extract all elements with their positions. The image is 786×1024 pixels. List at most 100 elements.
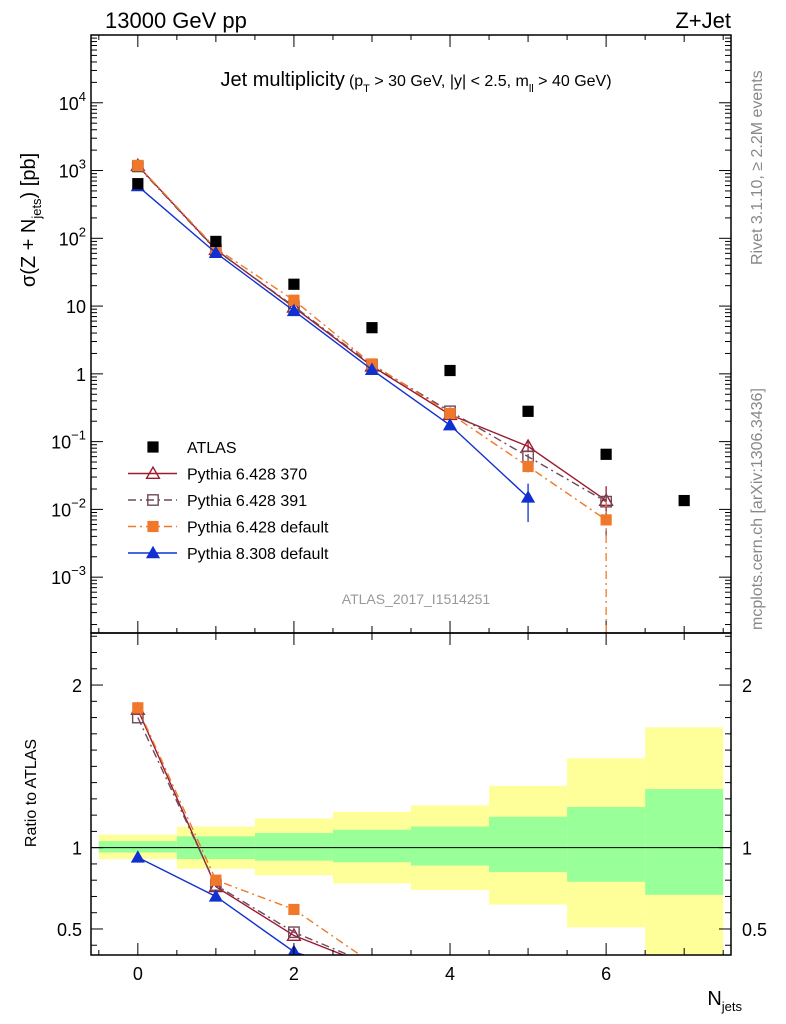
- main-data-point: [364, 362, 380, 375]
- main-title: Jet multiplicity (pT > 30 GeV, |y| < 2.5,…: [220, 69, 611, 95]
- title-cuts-close: > 40 GeV): [534, 73, 612, 90]
- ratio-data-point: [286, 927, 302, 941]
- main-y-tick-label: 1: [76, 365, 86, 385]
- main-plot-frame: [90, 34, 732, 634]
- main-data-point: [520, 490, 536, 503]
- main-data-point: [208, 245, 223, 259]
- title-cuts-pt-sub: T: [363, 83, 370, 95]
- ratio-inner-band: [645, 789, 724, 895]
- main-series-0: [132, 178, 690, 507]
- main-data-point: [288, 278, 300, 290]
- main-y-tick-label: 10−1: [51, 428, 86, 453]
- legend: ATLAS Pythia 6.428 370 Pythia 6.428 391 Pyt…: [128, 440, 329, 563]
- main-data-point: [600, 514, 612, 526]
- main-data-point: [522, 460, 534, 473]
- ratio-panel: 0.5 0.5 1 1 2 2 0 2 4 6 Ratio to ATLAS Njets: [23, 632, 767, 1014]
- legend-marker: [145, 545, 161, 559]
- ratio-data-point: [130, 850, 145, 863]
- ratio-bands: [98, 727, 724, 955]
- main-series-line: [137, 185, 529, 498]
- rivet-label: Rivet 3.1.10, ≥ 2.2M events: [749, 70, 766, 265]
- main-y-tick-label: 10: [66, 297, 86, 317]
- legend-marker: [145, 465, 161, 479]
- ratio-data-point: [208, 889, 223, 902]
- ratio-data-point: [210, 874, 222, 886]
- main-y-tick-base: 10: [51, 568, 71, 588]
- main-y-tick-base: 10: [51, 433, 71, 453]
- main-data-point: [444, 364, 456, 377]
- title-cuts-m-sub: ll: [529, 83, 534, 95]
- ratio-inner-band: [411, 826, 490, 866]
- main-data: [130, 157, 690, 633]
- main-data-point: [366, 322, 378, 334]
- ratio-y-tick-label-right: 0.5: [742, 920, 767, 940]
- legend-marker: [147, 494, 159, 506]
- ratio-inner-band: [254, 833, 333, 861]
- main-y-tick-exp: 3: [79, 157, 86, 172]
- main-ylabel-sub: jets: [29, 198, 44, 220]
- ratio-xlabel-sub: jets: [721, 999, 743, 1014]
- legend-label: ATLAS: [187, 440, 237, 457]
- main-ylabel-text: σ(Z + N: [18, 219, 40, 287]
- legend-entry: ATLAS: [147, 440, 237, 457]
- ratio-data-point: [288, 903, 300, 916]
- main-y-tick-base: 10: [59, 94, 79, 114]
- main-data-point: [132, 159, 144, 172]
- title-cuts-open: (p: [349, 73, 363, 90]
- main-data-point: [600, 448, 612, 460]
- main-y-tick-label: 104: [59, 89, 86, 114]
- analysis-label: ATLAS_2017_I1514251: [342, 591, 491, 607]
- ratio-data-point: [132, 702, 144, 714]
- main-data-point: [210, 235, 222, 248]
- header-energy-label: 13000 GeV pp: [105, 8, 247, 33]
- legend-marker: [147, 441, 159, 453]
- main-y-tick-base: 10: [59, 162, 79, 182]
- main-y-tick-base: 10: [51, 500, 71, 520]
- main-data-point: [444, 407, 456, 420]
- legend-entry: Pythia 8.308 default: [128, 545, 329, 563]
- ratio-series-line: [137, 856, 306, 955]
- ratio-ylabel: Ratio to ATLAS: [23, 739, 40, 847]
- legend-entry: Pythia 6.428 default: [128, 520, 329, 537]
- header-process-label: Z+Jet: [675, 8, 731, 33]
- main-y-tick-exp: −1: [71, 428, 86, 443]
- ratio-inner-band: [98, 841, 177, 853]
- ratio-series-line: [137, 717, 351, 955]
- main-title-text: Jet multiplicity: [220, 69, 344, 91]
- ratio-inner-band: [332, 829, 411, 863]
- main-y-tick-label: 10−2: [51, 495, 86, 520]
- main-y-tick-exp: −2: [71, 495, 86, 510]
- ratio-y-tick-label-right: 1: [742, 839, 752, 859]
- ratio-series-3: [130, 850, 306, 955]
- ratio-x-tick-label: 0: [133, 964, 143, 984]
- main-series-1: [130, 157, 614, 513]
- ratio-y-tick-label: 2: [72, 676, 82, 696]
- main-y-tick-base: 10: [66, 297, 86, 317]
- main-y-tick-label: 102: [59, 224, 86, 249]
- legend-entry: Pythia 6.428 391: [128, 493, 307, 510]
- ratio-x-tick-label: 2: [289, 964, 299, 984]
- main-data-point: [522, 405, 534, 417]
- main-y-tick-base: 1: [76, 365, 86, 385]
- main-ylabel-tail: ) [pb]: [18, 153, 40, 199]
- ratio-data-point: [288, 926, 300, 939]
- main-y-tick-exp: 4: [79, 89, 86, 104]
- ratio-plot-frame: [90, 632, 732, 956]
- main-y-tick-label: 10−3: [51, 563, 86, 588]
- ratio-y-tick-label: 0.5: [57, 920, 82, 940]
- title-cuts-mid: > 30 GeV, |y| < 2.5, m: [370, 73, 529, 90]
- ratio-y-tick-label-right: 2: [742, 676, 752, 696]
- legend-label: Pythia 8.308 default: [187, 546, 329, 563]
- ratio-x-tick-label: 4: [445, 964, 455, 984]
- ratio-series-2: [132, 702, 362, 955]
- main-data-point: [442, 417, 458, 431]
- main-ylabel: σ(Z + Njets) [pb]: [18, 153, 44, 287]
- ratio-x-tick-label: 6: [601, 964, 611, 984]
- main-panel: Jet multiplicity (pT > 30 GeV, |y| < 2.5,…: [18, 34, 732, 634]
- ratio-inner-band: [489, 816, 568, 873]
- main-data-point: [286, 303, 302, 317]
- main-y-tick-base: 10: [59, 229, 79, 249]
- ratio-xlabel: Njets: [707, 988, 742, 1014]
